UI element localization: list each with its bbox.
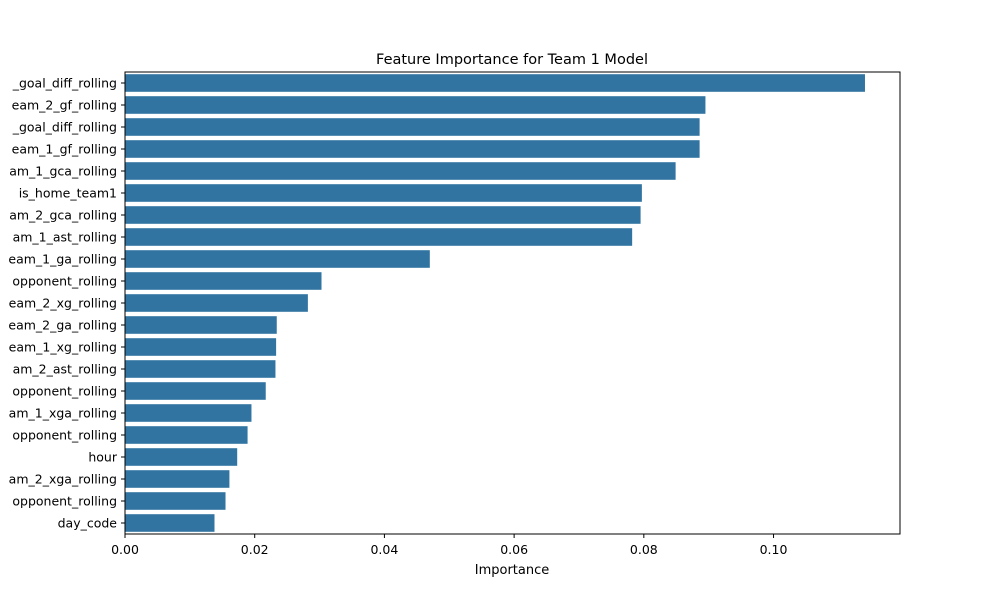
y-tick-label: am_2_xga_rolling <box>9 472 117 487</box>
y-tick-label: am_1_xga_rolling <box>9 406 117 421</box>
x-tick-label: 0.02 <box>241 542 269 557</box>
bar <box>125 96 706 114</box>
plot-frame <box>124 71 901 535</box>
bar <box>125 382 266 400</box>
x-ticks: 0.00 0.02 0.04 0.06 0.08 0.10 <box>111 534 787 557</box>
x-tick-label: 0.04 <box>370 542 398 557</box>
y-tick-label: opponent_rolling <box>12 384 117 399</box>
bars-group <box>125 74 865 532</box>
bar <box>125 206 641 224</box>
y-tick-label: eam_1_xg_rolling <box>9 340 117 355</box>
bar <box>125 426 248 444</box>
y-tick-label: _goal_diff_rolling <box>12 120 117 135</box>
y-tick-label: is_home_team1 <box>19 186 117 201</box>
y-tick-label: am_2_gca_rolling <box>9 208 117 223</box>
bar <box>125 470 230 488</box>
bar <box>125 492 226 510</box>
bar <box>125 74 865 92</box>
bar <box>125 140 700 158</box>
bar <box>125 294 308 312</box>
bar <box>125 162 676 180</box>
y-tick-labels: _goal_diff_rolling eam_2_gf_rolling _goal_… <box>8 76 125 531</box>
x-tick-label: 0.08 <box>630 542 658 557</box>
y-tick-label: hour <box>88 450 117 465</box>
chart-title: Feature Importance for Team 1 Model <box>376 52 648 68</box>
y-tick-label: eam_1_ga_rolling <box>8 252 117 267</box>
x-tick-label: 0.06 <box>500 542 528 557</box>
y-tick-label: _goal_diff_rolling <box>12 76 117 91</box>
y-tick-label: am_1_gca_rolling <box>9 164 117 179</box>
y-tick-label: opponent_rolling <box>12 274 117 289</box>
bar <box>125 316 277 334</box>
y-tick-label: am_1_ast_rolling <box>13 230 117 245</box>
y-tick-label: eam_2_xg_rolling <box>9 296 117 311</box>
y-tick-label: opponent_rolling <box>12 494 117 509</box>
bar <box>125 338 277 356</box>
bar <box>125 272 322 290</box>
y-tick-label: day_code <box>58 516 118 531</box>
bar <box>125 514 215 532</box>
y-tick-label: am_2_ast_rolling <box>13 362 117 377</box>
bar <box>125 360 276 378</box>
x-tick-label: 0.00 <box>111 542 139 557</box>
bar <box>125 228 633 246</box>
bar <box>125 448 238 466</box>
bar <box>125 184 642 202</box>
y-tick-label: eam_2_ga_rolling <box>8 318 117 333</box>
bar <box>125 250 430 268</box>
x-tick-label: 0.10 <box>760 542 788 557</box>
bar <box>125 404 252 422</box>
y-tick-label: eam_2_gf_rolling <box>12 98 117 113</box>
y-tick-label: opponent_rolling <box>12 428 117 443</box>
bar <box>125 118 700 136</box>
y-tick-label: eam_1_gf_rolling <box>12 142 117 157</box>
x-axis-label: Importance <box>475 563 550 578</box>
